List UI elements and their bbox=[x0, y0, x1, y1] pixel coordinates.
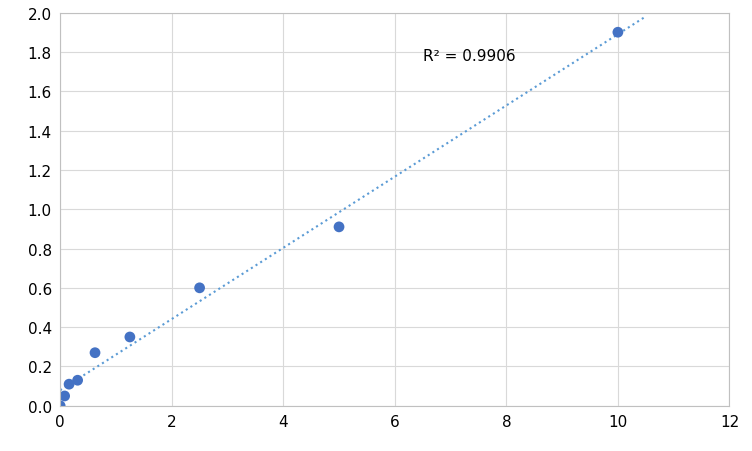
Point bbox=[54, 402, 66, 410]
Point bbox=[333, 224, 345, 231]
Point bbox=[193, 285, 205, 292]
Point bbox=[124, 334, 136, 341]
Point bbox=[612, 30, 624, 37]
Point bbox=[63, 381, 75, 388]
Point bbox=[71, 377, 83, 384]
Point bbox=[59, 392, 71, 400]
Point bbox=[89, 350, 101, 357]
Text: R² = 0.9906: R² = 0.9906 bbox=[423, 49, 515, 64]
